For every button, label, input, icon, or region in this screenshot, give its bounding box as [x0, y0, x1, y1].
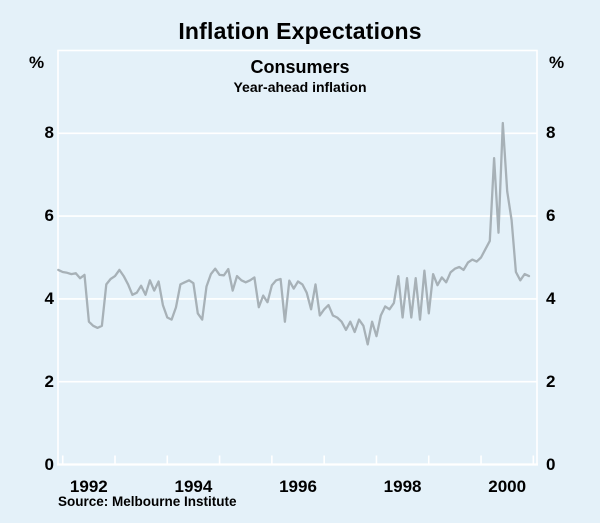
y-tick-label-left: 8	[44, 123, 54, 143]
inflation-expectations-line	[57, 121, 531, 346]
y-tick-label-left: 0	[44, 454, 54, 474]
y-tick-label-right: 2	[546, 371, 556, 391]
x-tick-label: 1998	[383, 477, 422, 496]
y-axis-unit-right: %	[549, 53, 565, 72]
panel-subtitle: Year-ahead inflation	[233, 79, 367, 95]
y-tick-label-right: 4	[546, 288, 556, 308]
y-tick-label-right: 8	[546, 123, 556, 143]
y-tick-label-left: 4	[44, 288, 54, 308]
y-axis-unit-left: %	[29, 53, 45, 72]
y-tick-label-left: 2	[44, 371, 54, 391]
y-tick-label-right: 6	[546, 206, 556, 226]
x-tick-label: 1992	[69, 477, 108, 496]
source-note: Source: Melbourne Institute	[58, 494, 237, 509]
x-tick-label: 2000	[488, 477, 527, 496]
panel-title: Consumers	[250, 57, 350, 77]
plot-border	[57, 49, 538, 466]
y-tick-label-left: 6	[44, 206, 54, 226]
x-tick-label: 1994	[174, 477, 213, 496]
y-tick-label-right: 0	[546, 454, 556, 474]
chart-title: Inflation Expectations	[178, 18, 422, 44]
x-tick-label: 1996	[279, 477, 317, 496]
